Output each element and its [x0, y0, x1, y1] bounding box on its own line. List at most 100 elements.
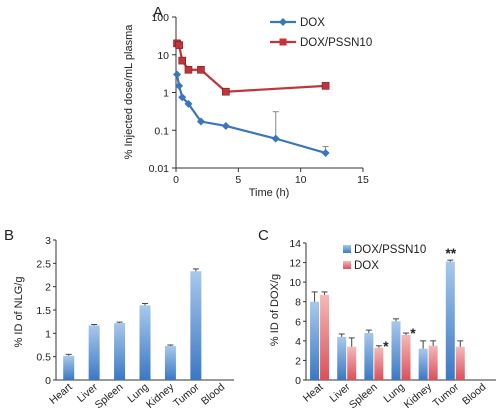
bar-dox — [455, 346, 465, 380]
chart-a-legend: DOX DOX/PSSN10 — [270, 17, 372, 49]
data-point — [197, 65, 205, 74]
legend-label: DOX — [354, 260, 379, 272]
chart-c-y-tick-label: 6 — [295, 316, 301, 328]
chart-b-x-tick-label: Spleen — [93, 381, 126, 411]
chart-b-bars — [63, 268, 202, 380]
legend-label: DOX/PSSN10 — [354, 244, 426, 256]
legend-item-dox: DOX — [270, 17, 325, 29]
bar-dox-pssn10 — [364, 333, 374, 380]
chart-c-y-axis-label: % ID of DOX/g — [269, 274, 281, 346]
panel-c-letter: C — [258, 227, 269, 244]
data-point — [222, 87, 230, 96]
data-point — [321, 148, 330, 157]
data-point — [196, 117, 205, 126]
chart-a-x-tick-label: 5 — [235, 174, 241, 186]
bar-lung — [139, 302, 151, 380]
chart-c-annotations: **** — [383, 245, 457, 354]
chart-a-y-axis-label: % Injected dose/mL plasma — [123, 24, 135, 160]
chart-c-x-tick-label: Tumor — [431, 381, 462, 410]
chart-c-y-tick-label: 12 — [289, 258, 301, 270]
bar — [190, 271, 202, 380]
chart-b-y-tick-label: 3 — [45, 235, 51, 247]
data-point — [178, 56, 187, 65]
bar-group-tumor — [445, 259, 465, 380]
bar-group-kidney — [418, 340, 438, 380]
series-dox — [173, 70, 330, 157]
chart-b-x-tick-label: Heart — [47, 381, 74, 407]
bar-group-liver — [337, 333, 357, 380]
chart-b-y-tick-label: 0.5 — [36, 352, 51, 364]
panel-a-letter: A — [153, 4, 163, 21]
bar-heart — [63, 353, 75, 380]
panel-b-letter: B — [4, 227, 14, 244]
chart-c-y-tick-label: 0 — [295, 375, 301, 387]
chart-b-x-tick-label: Kidney — [144, 381, 177, 411]
chart-b-y-tick-label: 1.5 — [36, 305, 51, 317]
chart-a-tick-labels: 0.01 0.1 1 10 100 0 5 10 15 — [149, 12, 369, 186]
bar-liver — [88, 323, 100, 380]
chart-b-x-tick-label: Blood — [199, 381, 227, 408]
chart-a-x-tick-label: 10 — [295, 174, 307, 186]
bar-dox-pssn10 — [418, 348, 428, 380]
data-point — [178, 93, 187, 102]
panel-a: A % Injected dose/mL plasma Time (h) 0.0… — [123, 4, 372, 199]
bar — [139, 305, 151, 380]
legend-item-dox-pssn10: DOX/PSSN10 — [343, 244, 426, 256]
bar-dox — [320, 294, 330, 380]
legend-swatch — [343, 245, 351, 253]
chart-a-x-tick-label: 0 — [173, 174, 179, 186]
chart-c-bars — [310, 259, 465, 380]
data-point — [175, 41, 183, 49]
chart-c-y-tick-label: 10 — [289, 277, 301, 289]
legend-label: DOX/PSSN10 — [300, 37, 372, 49]
chart-b-y-axis-label: % ID of NLG/g — [13, 277, 25, 348]
bar-dox — [374, 347, 384, 380]
chart-c-x-tick-label: Heat — [301, 381, 326, 405]
bar-dox-pssn10 — [337, 336, 347, 380]
bar — [164, 345, 176, 380]
bar-dox-pssn10 — [310, 301, 320, 380]
bar-group-lung — [391, 318, 411, 380]
bar-dox — [401, 334, 411, 380]
chart-c-y-tick-label: 14 — [289, 238, 301, 250]
significance-mark: * — [383, 338, 389, 354]
chart-c-y-tick-label: 8 — [295, 297, 301, 309]
bar — [63, 355, 75, 380]
data-point — [175, 81, 184, 90]
significance-mark: ** — [445, 245, 456, 261]
chart-a-y-tick-label: 10 — [157, 50, 169, 62]
chart-b-y-tick-label: 1 — [45, 328, 51, 340]
chart-a-y-tick-label: 100 — [151, 12, 169, 24]
legend-swatch — [343, 261, 351, 269]
chart-c-x-tick-label: Spleen — [347, 381, 380, 411]
bar-dox-pssn10 — [445, 261, 455, 380]
chart-c-y-tick-label: 4 — [295, 336, 301, 348]
bar-dox — [347, 346, 357, 380]
chart-b-y-tick-label: 2 — [45, 282, 51, 294]
chart-b-y-tick-label: 2.5 — [36, 258, 51, 270]
bar-tumor — [190, 268, 202, 380]
chart-a-y-tick-label: 0.01 — [149, 163, 170, 175]
legend-item-dox: DOX — [343, 260, 379, 272]
bar-spleen — [114, 321, 126, 380]
chart-a-y-tick-label: 1 — [163, 88, 169, 100]
data-point — [221, 121, 230, 130]
chart-c-x-tick-label: Kidney — [402, 381, 435, 411]
bar-group-spleen — [364, 329, 384, 380]
bar-dox — [428, 345, 438, 380]
bar-dox-pssn10 — [391, 321, 401, 380]
data-point — [184, 99, 193, 108]
series-dox-pssn10 — [173, 39, 330, 96]
data-point — [173, 70, 182, 79]
legend-item-dox-pssn10: DOX/PSSN10 — [270, 37, 372, 49]
bar — [88, 325, 100, 380]
chart-c-y-tick-label: 2 — [295, 355, 301, 367]
chart-b-y-tick-label: 0 — [45, 375, 51, 387]
chart-a-x-tick-label: 15 — [357, 174, 369, 186]
significance-mark: * — [410, 325, 416, 341]
bar-group-heat — [310, 291, 330, 380]
